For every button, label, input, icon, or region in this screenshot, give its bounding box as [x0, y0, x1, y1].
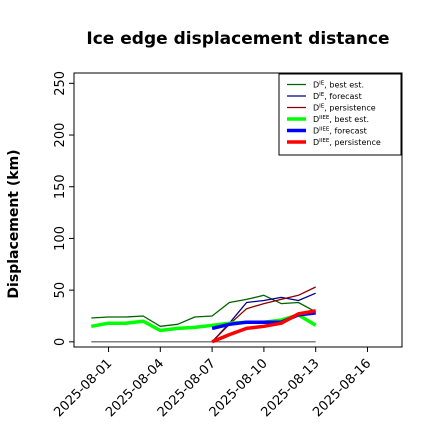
- legend-entry: DIIEE, persistence: [313, 138, 381, 147]
- chart-title: Ice edge displacement distance: [86, 29, 389, 49]
- legend-entry: DIIEE, best est.: [313, 115, 369, 124]
- legend: DIE, best est. DIE, forecast DIE, persiste…: [278, 73, 402, 156]
- y-tick-label: 50: [53, 282, 68, 299]
- y-axis-label: Displacement (km): [6, 149, 22, 298]
- y-tick-label: 0: [53, 338, 68, 346]
- legend-entry: DIE, forecast: [313, 92, 362, 101]
- plot-frame: [73, 72, 403, 348]
- plot-area: [90, 286, 317, 344]
- legend-entry: DIE, persistence: [313, 104, 376, 113]
- y-tick-label: 100: [53, 226, 68, 251]
- y-tick-label: 250: [53, 71, 68, 96]
- series-line-1: [91, 294, 317, 327]
- y-tick-label: 150: [53, 174, 68, 199]
- series-line-6: [211, 309, 317, 344]
- legend-entry: DIE, best est.: [313, 81, 364, 90]
- y-tick-label: 200: [53, 123, 68, 148]
- legend-entry: DIIEE, forecast: [313, 127, 367, 136]
